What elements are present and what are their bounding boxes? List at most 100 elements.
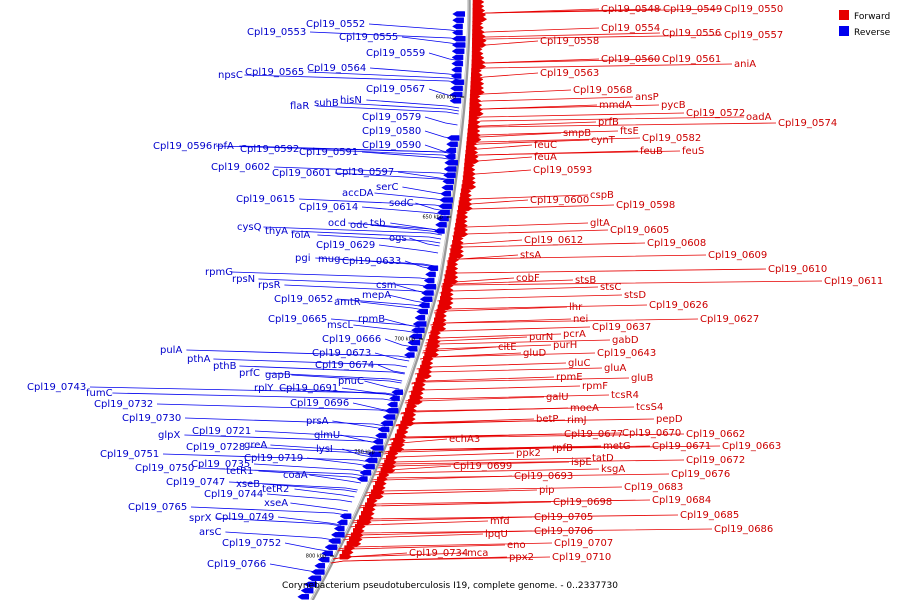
reverse-gene-arrow (391, 389, 403, 395)
reverse-gene-label: prfC (239, 368, 260, 379)
forward-gene-label: galU (546, 392, 569, 403)
reverse-gene-arrow (405, 346, 418, 352)
reverse-gene-label: arsC (199, 527, 221, 538)
reverse-gene-label: Cpl19_0721 (192, 426, 251, 437)
reverse-gene-label: Cpl19_0652 (274, 294, 333, 305)
forward-gene-label: feuC (534, 140, 557, 151)
forward-connector-line (416, 362, 567, 370)
reverse-gene-arrow (423, 277, 435, 284)
reverse-gene-arrow (317, 556, 330, 563)
reverse-connector-line (184, 417, 386, 427)
forward-connector-line (439, 286, 599, 294)
reverse-connector-line (366, 99, 460, 109)
reverse-gene-label: Cpl19_0765 (128, 502, 187, 513)
reverse-gene-label: Cpl19_0565 (245, 67, 304, 78)
forward-gene-label: Cpl19_0561 (662, 54, 721, 65)
forward-gene-label: ppx2 (509, 552, 534, 563)
tick-label: 700 kbp (395, 337, 415, 343)
reverse-gene-arrow (450, 85, 463, 92)
forward-gene-label: Cpl19_0676 (671, 469, 730, 480)
forward-gene-label: stsD (624, 290, 646, 301)
reverse-gene-label: npsC (218, 70, 243, 81)
reverse-connector-line (277, 516, 342, 526)
reverse-connector-line (341, 387, 397, 397)
forward-gene-label: purH (553, 340, 577, 351)
reverse-gene-arrow (336, 519, 348, 526)
reverse-gene-arrow (439, 197, 453, 203)
reverse-gene-label: Cpl19_0601 (272, 168, 331, 179)
reverse-gene-label: glpX (158, 430, 180, 441)
reverse-gene-arrow (425, 271, 436, 278)
reverse-gene-label: tetR1 (226, 466, 253, 477)
reverse-gene-arrow (414, 315, 426, 321)
reverse-gene-label: tsb (370, 218, 385, 229)
reverse-gene-arrow (451, 54, 464, 61)
gene-feature-arrows (297, 0, 488, 600)
forward-gene-label: tcsS4 (636, 402, 663, 413)
reverse-gene-arrow (434, 228, 445, 234)
reverse-gene-arrow (449, 91, 463, 98)
reverse-gene-label: Cpl19_0732 (94, 399, 153, 410)
reverse-gene-label: pthA (187, 354, 211, 365)
reverse-gene-arrow (417, 302, 430, 309)
reverse-gene-label: coaA (283, 470, 308, 481)
forward-gene-label: feuA (534, 152, 557, 163)
reverse-gene-label: Cpl19_0552 (306, 19, 365, 30)
forward-gene-label: Cpl19_0627 (700, 314, 759, 325)
forward-connector-line (471, 72, 539, 80)
reverse-connector-line (378, 244, 439, 254)
forward-gene-label: Cpl19_0707 (554, 538, 613, 549)
tick-label: 650 kbp (422, 215, 442, 221)
reverse-gene-arrow (452, 17, 464, 23)
forward-gene-label: Cpl19_0598 (616, 200, 675, 211)
reverse-gene-arrow (445, 147, 457, 154)
forward-gene-label: Cpl19_0609 (708, 250, 767, 261)
forward-gene-label: ksgA (601, 464, 625, 475)
reverse-gene-arrow (440, 191, 451, 197)
forward-gene-arrow (339, 553, 353, 560)
reverse-gene-arrow (410, 327, 425, 333)
reverse-gene-arrow (421, 290, 434, 296)
forward-gene-label: Cpl19_0550 (724, 4, 783, 15)
reverse-gene-arrow (356, 476, 368, 482)
legend-reverse-swatch (839, 26, 849, 36)
reverse-gene-arrow (435, 222, 447, 228)
forward-connector-line (424, 339, 611, 347)
reverse-connector-line (368, 23, 463, 33)
forward-gene-label: Cpl19_0683 (624, 482, 683, 493)
forward-connector-line (470, 89, 572, 97)
reverse-connector-line (266, 493, 353, 503)
reverse-gene-label: sprX (189, 513, 212, 524)
reverse-gene-arrow (409, 333, 422, 340)
reverse-gene-label: Cpl19_0666 (322, 334, 381, 345)
reverse-gene-arrow (444, 160, 458, 166)
reverse-connector-line (428, 52, 462, 62)
reverse-gene-label: mug (318, 254, 340, 265)
forward-gene-label: Cpl19_0572 (686, 108, 745, 119)
forward-gene-label: betP (536, 414, 558, 425)
reverse-connector-line (364, 380, 400, 390)
reverse-connector-line (215, 517, 341, 527)
forward-gene-label: smpB (563, 128, 591, 139)
reverse-connector-line (284, 284, 430, 294)
reverse-gene-label: pthB (213, 361, 237, 372)
reverse-gene-label: greA (244, 440, 267, 451)
reverse-gene-label: Cpl19_0750 (135, 463, 194, 474)
forward-gene-label: citE (498, 342, 517, 353)
reverse-gene-arrow (451, 48, 465, 54)
forward-gene-label: Cpl19_0662 (686, 429, 745, 440)
forward-gene-label: Cpl19_0600 (530, 195, 589, 206)
reverse-gene-arrow (412, 321, 427, 327)
reverse-connector-line (307, 71, 461, 81)
reverse-connector-line (290, 502, 348, 512)
reverse-gene-arrow (437, 209, 450, 216)
reverse-gene-label: Cpl19_0615 (236, 194, 295, 205)
reverse-gene-arrow (327, 538, 341, 544)
reverse-gene-arrow (451, 67, 462, 73)
tick-label: 800 kbp (306, 554, 326, 560)
reverse-gene-label: gapB (265, 370, 291, 381)
reverse-connector-line (254, 430, 380, 440)
reverse-gene-arrow (359, 470, 372, 476)
reverse-gene-label: csm (376, 280, 396, 291)
